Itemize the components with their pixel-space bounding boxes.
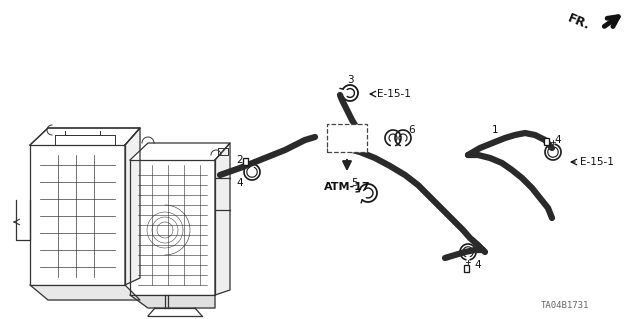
Text: 1: 1 — [492, 125, 499, 135]
Text: 5: 5 — [352, 178, 358, 188]
Text: E-15-1: E-15-1 — [377, 89, 411, 99]
Text: 4: 4 — [237, 178, 243, 188]
Polygon shape — [130, 295, 215, 308]
Polygon shape — [130, 143, 230, 160]
Bar — [463, 264, 468, 271]
Text: FR.: FR. — [566, 11, 592, 32]
Text: 2: 2 — [237, 155, 243, 165]
Bar — [543, 137, 548, 145]
Polygon shape — [30, 285, 140, 300]
Text: 3: 3 — [347, 75, 353, 85]
Bar — [327, 124, 367, 152]
Text: TA04B1731: TA04B1731 — [541, 301, 589, 310]
Polygon shape — [125, 128, 140, 285]
Polygon shape — [215, 143, 230, 295]
Text: 6: 6 — [409, 125, 415, 135]
Bar — [243, 158, 248, 165]
Text: 4: 4 — [475, 260, 481, 270]
Polygon shape — [30, 128, 140, 145]
Text: ATM-17: ATM-17 — [324, 182, 371, 192]
Text: E-15-1: E-15-1 — [580, 157, 614, 167]
Text: 4: 4 — [555, 135, 561, 145]
